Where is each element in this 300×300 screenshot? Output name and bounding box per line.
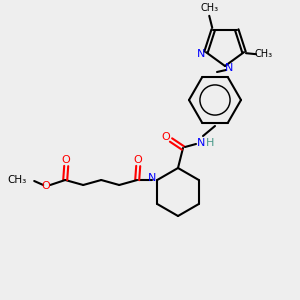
Text: N: N	[148, 173, 156, 183]
Text: O: O	[162, 132, 170, 142]
Text: N: N	[225, 63, 233, 73]
Text: CH₃: CH₃	[7, 175, 26, 185]
Text: N: N	[197, 49, 205, 59]
Text: N: N	[197, 138, 205, 148]
Text: CH₃: CH₃	[200, 3, 218, 13]
Text: O: O	[134, 155, 142, 165]
Text: CH₃: CH₃	[255, 49, 273, 59]
Text: O: O	[42, 181, 51, 191]
Text: O: O	[62, 155, 70, 165]
Text: H: H	[206, 138, 214, 148]
